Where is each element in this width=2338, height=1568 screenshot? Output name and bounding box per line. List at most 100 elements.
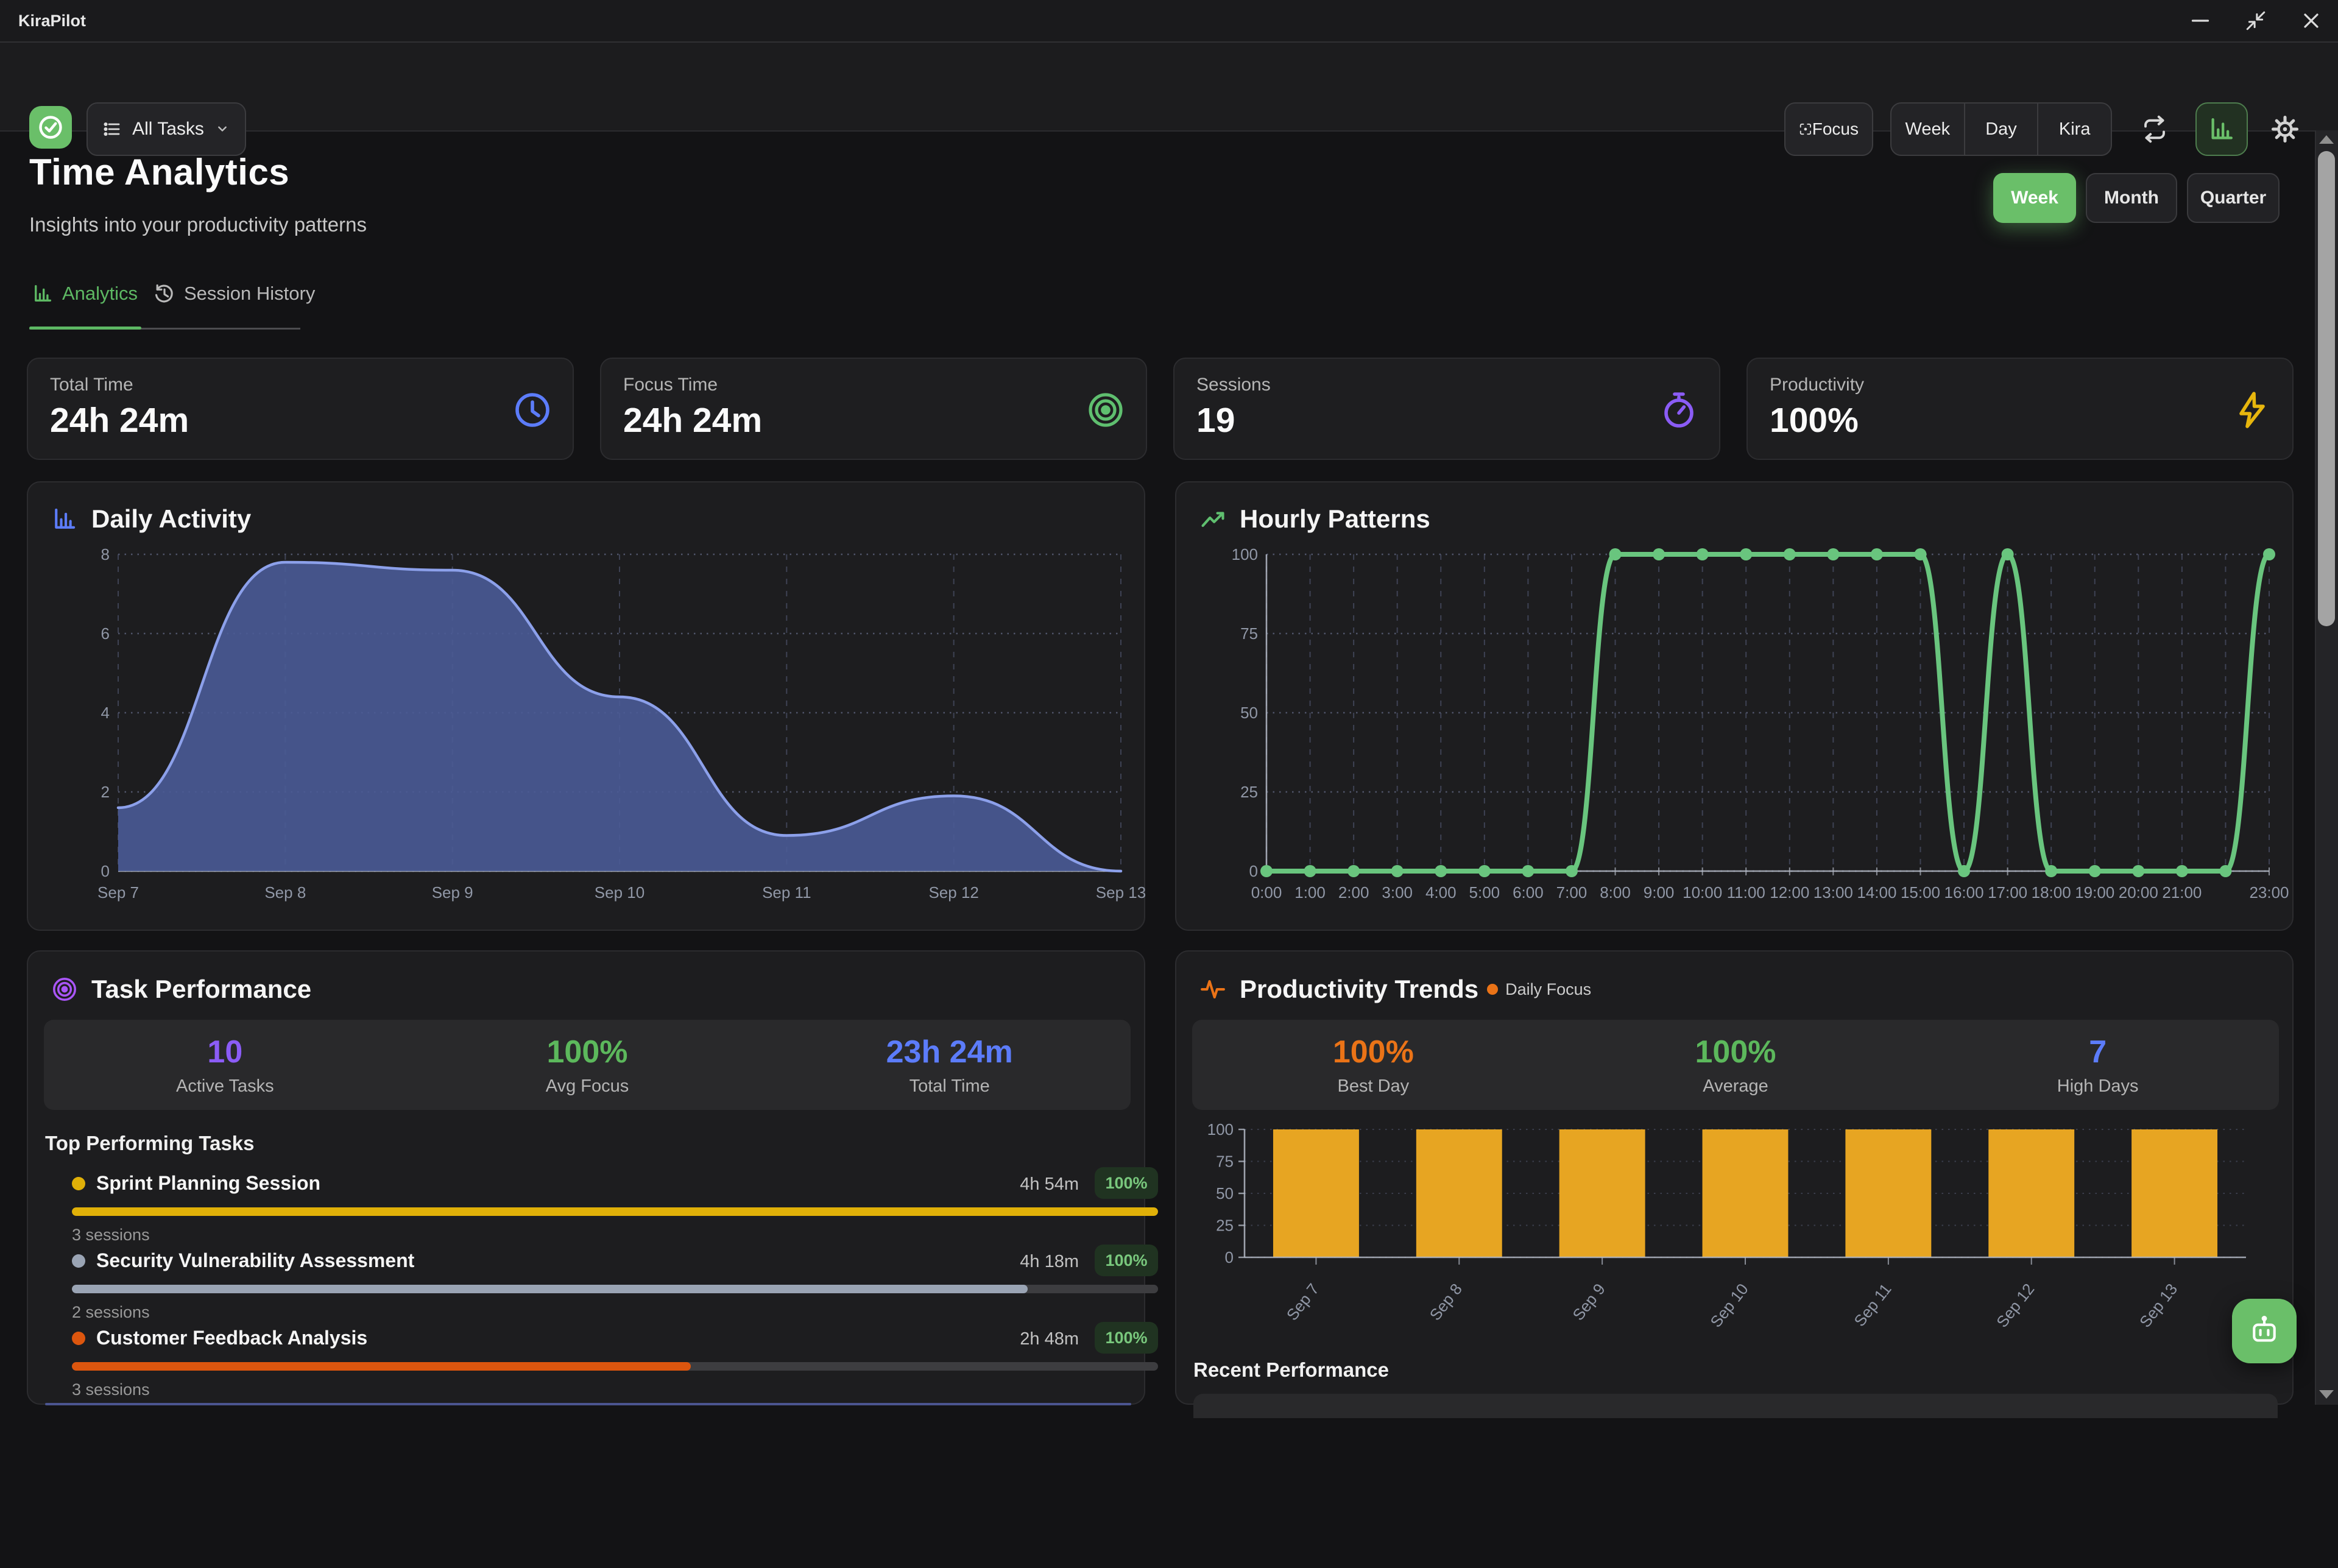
task-progress-fill	[72, 1362, 691, 1371]
task-row-sprint-planning[interactable]: Sprint Planning Session 4h 54m 100% 3 se…	[72, 1167, 1158, 1244]
svg-text:6:00: 6:00	[1513, 883, 1544, 902]
focus-scan-icon	[1799, 119, 1812, 139]
task-color-dot	[72, 1254, 85, 1268]
svg-text:Sep 13: Sep 13	[2136, 1280, 2181, 1330]
svg-text:Sep 8: Sep 8	[1426, 1280, 1466, 1324]
task-sessions: 2 sessions	[72, 1303, 150, 1321]
hourly-patterns-panel: Hourly Patterns 0 25 50 75 100 0:00 1:00 2:00 3:…	[1175, 481, 2294, 931]
svg-text:1:00: 1:00	[1294, 883, 1326, 902]
clock-icon	[513, 390, 552, 429]
restore-window-icon[interactable]	[2242, 9, 2269, 33]
svg-text:Sep 11: Sep 11	[1850, 1280, 1895, 1330]
stat-label: Average	[1703, 1076, 1768, 1096]
stat-label: Avg Focus	[545, 1076, 629, 1096]
task-name: Security Vulnerability Assessment	[96, 1249, 415, 1271]
task-row-security-assessment[interactable]: Security Vulnerability Assessment 4h 18m…	[72, 1245, 1158, 1321]
svg-text:21:00: 21:00	[2162, 883, 2202, 902]
stat-average: 100% Average	[1555, 1020, 1917, 1110]
tab-analytics[interactable]: Analytics	[32, 278, 138, 309]
scrollbar-up-arrow[interactable]	[2319, 135, 2334, 144]
productivity-trends-header: Productivity Trends Daily Focus	[1199, 975, 1591, 1004]
view-switcher-day[interactable]: Day	[1963, 104, 2038, 155]
hourly-patterns-title: Hourly Patterns	[1240, 504, 1430, 533]
stat-label: Productivity	[1770, 375, 1865, 395]
svg-text:50: 50	[1216, 1184, 1234, 1202]
range-month-button[interactable]: Month	[2086, 173, 2177, 223]
chevron-down-icon	[214, 121, 230, 137]
stat-label: High Days	[2057, 1076, 2139, 1096]
task-time: 4h 18m	[1020, 1252, 1079, 1271]
minimize-icon[interactable]	[2187, 9, 2214, 33]
hourly-patterns-chart: 0 25 50 75 100 0:00 1:00 2:00 3:00 4:00 5:00 6:00 7:…	[1232, 545, 2289, 902]
stat-label: Best Day	[1337, 1076, 1410, 1096]
view-switcher-week[interactable]: Week	[1905, 119, 1951, 139]
recent-performance-title: Recent Performance	[1193, 1358, 1389, 1381]
assistant-fab-button[interactable]	[2232, 1299, 2297, 1363]
productivity-trends-title: Productivity Trends	[1240, 975, 1479, 1003]
legend-dot	[1487, 984, 1499, 995]
svg-text:16:00: 16:00	[1944, 883, 1984, 902]
svg-text:75: 75	[1216, 1153, 1234, 1171]
scrollbar-down-arrow[interactable]	[2319, 1390, 2334, 1399]
close-icon[interactable]	[2298, 9, 2325, 33]
svg-text:50: 50	[1240, 704, 1258, 722]
tab-divider	[29, 328, 300, 330]
stat-best-day: 100% Best Day	[1192, 1020, 1555, 1110]
stat-label: Sessions	[1196, 375, 1271, 395]
range-week-button[interactable]: Week	[1993, 173, 2076, 223]
target-icon	[51, 976, 78, 1003]
title-bar: KiraPilot	[0, 0, 2338, 43]
svg-text:14:00: 14:00	[1857, 883, 1896, 902]
task-progress-fill	[72, 1285, 1028, 1293]
focus-button[interactable]: Focus	[1784, 102, 1873, 156]
svg-text:0: 0	[1225, 1248, 1234, 1266]
svg-text:0: 0	[101, 862, 110, 880]
list-icon	[102, 119, 122, 139]
svg-text:Sep 9: Sep 9	[1569, 1280, 1608, 1324]
task-performance-stats: 10 Active Tasks 100% Avg Focus 23h 24m T…	[44, 1020, 1131, 1110]
stat-value: 24h 24m	[50, 401, 189, 440]
view-switcher-kira[interactable]: Kira	[2037, 104, 2111, 155]
tab-analytics-label: Analytics	[62, 283, 138, 304]
app-logo-check-icon[interactable]	[29, 106, 72, 149]
svg-text:8:00: 8:00	[1600, 883, 1631, 902]
analytics-chart-button[interactable]	[2195, 102, 2248, 156]
task-row-customer-feedback[interactable]: Customer Feedback Analysis 2h 48m 100% 3…	[72, 1322, 1158, 1399]
task-filter-dropdown[interactable]: All Tasks	[87, 102, 246, 156]
task-performance-panel: Task Performance 10 Active Tasks 100% Av…	[27, 950, 1158, 1405]
active-tab-indicator	[29, 327, 141, 330]
svg-text:18:00: 18:00	[2032, 883, 2071, 902]
svg-text:Sep 12: Sep 12	[1993, 1280, 2038, 1330]
svg-text:9:00: 9:00	[1644, 883, 1675, 902]
tab-session-history[interactable]: Session History	[154, 278, 315, 309]
svg-text:17:00: 17:00	[1988, 883, 2027, 902]
stat-value: 100%	[546, 1034, 628, 1070]
robot-icon	[2248, 1315, 2281, 1347]
task-time: 2h 48m	[1020, 1329, 1079, 1349]
svg-text:Sep 12: Sep 12	[928, 883, 978, 902]
tab-session-history-label: Session History	[184, 283, 316, 304]
legend-label: Daily Focus	[1505, 980, 1592, 998]
task-color-dot	[72, 1177, 85, 1190]
svg-text:4:00: 4:00	[1425, 883, 1457, 902]
stat-card-total-time: Total Time 24h 24m	[27, 358, 574, 460]
stat-value: 10	[207, 1034, 243, 1070]
svg-text:7:00: 7:00	[1556, 883, 1588, 902]
stat-label: Focus Time	[623, 375, 718, 395]
task-name: Sprint Planning Session	[96, 1172, 321, 1194]
task-name: Customer Feedback Analysis	[96, 1327, 368, 1349]
svg-text:8: 8	[101, 545, 110, 563]
task-focus-badge: 100%	[1095, 1167, 1158, 1199]
scrollbar-thumb[interactable]	[2318, 151, 2335, 626]
daily-activity-chart: 0 2 4 6 8 Sep 7 Sep 8 Sep 9 Sep 10 Sep 11 Sep 12 Se…	[97, 545, 1146, 902]
svg-text:Sep 13: Sep 13	[1096, 883, 1146, 902]
svg-text:Sep 7: Sep 7	[1283, 1280, 1323, 1324]
view-switcher: Week Day Kira	[1890, 102, 2112, 156]
task-progress-track	[72, 1362, 1158, 1371]
task-color-dot	[72, 1332, 85, 1345]
gear-icon[interactable]	[2270, 115, 2300, 144]
range-quarter-button[interactable]: Quarter	[2187, 173, 2280, 223]
toolbar: All Tasks Focus Week Day Kira	[0, 43, 2338, 156]
sync-repeat-icon[interactable]	[2140, 115, 2169, 144]
svg-text:2: 2	[101, 783, 110, 801]
